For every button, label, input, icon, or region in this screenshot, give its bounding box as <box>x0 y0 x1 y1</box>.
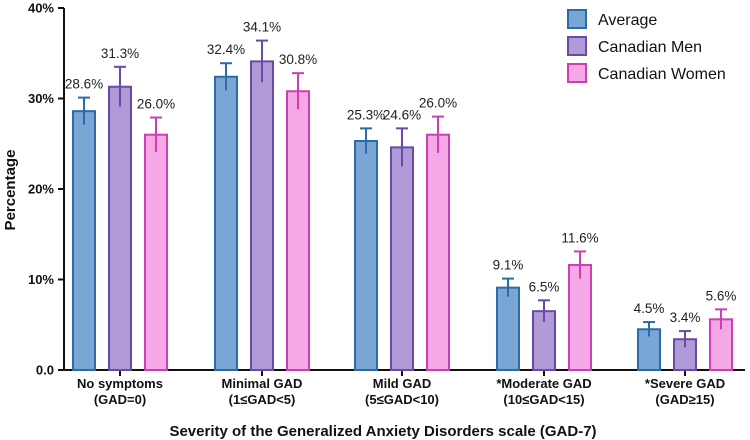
bar <box>390 146 414 371</box>
y-axis-title: Percentage <box>2 150 19 231</box>
y-axis: 0.0 10% 20% 30% 40% <box>28 1 65 378</box>
data-label: 30.8% <box>279 52 317 67</box>
bar <box>286 90 310 371</box>
y-tick-label: 20% <box>28 182 54 197</box>
bar <box>568 264 592 371</box>
bar <box>108 85 132 372</box>
x-axis: No symptoms(GAD=0) Minimal GAD(1≤GAD<5) Mi… <box>64 369 745 407</box>
data-label: 26.0% <box>419 96 457 111</box>
data-label: 6.5% <box>529 279 560 294</box>
x-category-label: *Moderate GAD <box>496 376 591 391</box>
data-label: 25.3% <box>347 107 385 122</box>
legend-label: Average <box>598 12 657 29</box>
x-category-label: Mild GAD <box>373 376 432 391</box>
data-label: 24.6% <box>383 107 421 122</box>
data-labels: 28.6% 32.4% 25.3% 9.1% 4.5% 31.3% 34.1% 24.6% 6.… <box>65 20 737 326</box>
legend-swatch <box>567 36 587 56</box>
bar <box>496 286 520 371</box>
x-category-sublabel: (5≤GAD<10) <box>365 392 439 407</box>
bar <box>72 110 96 371</box>
data-label: 34.1% <box>243 20 281 35</box>
bar <box>144 133 168 371</box>
data-label: 5.6% <box>706 288 737 303</box>
bar <box>214 75 238 371</box>
data-label: 32.4% <box>207 42 245 57</box>
data-label: 9.1% <box>493 258 524 273</box>
y-tick-label: 40% <box>28 1 54 16</box>
x-category-sublabel: (1≤GAD<5) <box>229 392 296 407</box>
x-category-label: Minimal GAD <box>222 376 303 391</box>
legend-swatch <box>567 63 587 83</box>
bar <box>354 140 378 371</box>
y-tick-label: 0.0 <box>36 363 54 378</box>
data-label: 4.5% <box>634 301 665 316</box>
data-label: 11.6% <box>561 230 598 245</box>
x-category-label: *Severe GAD <box>645 376 725 391</box>
bar <box>426 133 450 371</box>
bars <box>72 39 733 372</box>
legend-swatch <box>567 9 587 29</box>
x-category-sublabel: (GAD≥15) <box>655 392 714 407</box>
y-tick-label: 10% <box>28 272 54 287</box>
legend-label: Canadian Women <box>598 66 726 83</box>
bar <box>250 60 274 372</box>
data-label: 31.3% <box>101 46 139 61</box>
data-label: 26.0% <box>137 97 175 112</box>
data-label: 28.6% <box>65 77 103 92</box>
x-category-label: No symptoms <box>77 376 163 391</box>
x-axis-title: Severity of the Generalized Anxiety Diso… <box>169 423 596 440</box>
x-category-sublabel: (GAD=0) <box>94 392 146 407</box>
x-category-sublabel: (10≤GAD<15) <box>503 392 584 407</box>
legend: Average Canadian Men Canadian Women <box>567 9 726 83</box>
data-label: 3.4% <box>670 310 701 325</box>
legend-label: Canadian Men <box>598 39 702 56</box>
y-tick-label: 30% <box>28 91 54 106</box>
